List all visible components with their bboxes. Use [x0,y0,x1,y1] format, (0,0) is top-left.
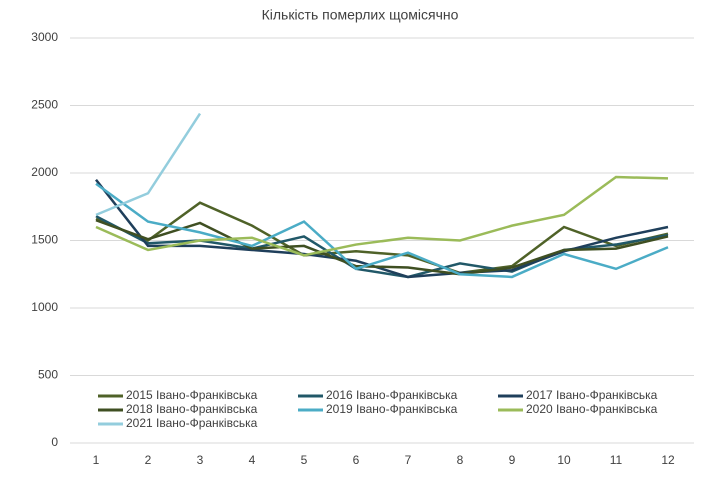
series-line [95,182,669,279]
y-tick-label: 1500 [31,233,58,247]
y-tick-label: 0 [51,435,58,449]
y-tick-label: 2500 [31,98,58,112]
legend-label: 2020 Івано-Франківська [526,402,658,416]
x-tick-label: 8 [457,453,464,467]
legend-label: 2017 Івано-Франківська [526,388,658,402]
x-tick-label: 9 [509,453,516,467]
chart-title: Кількість померлих щомісячно [262,7,459,23]
legend-label: 2018 Івано-Франківська [126,402,258,416]
x-tick-label: 4 [249,453,256,467]
series-line [95,175,669,257]
x-tick-label: 3 [197,453,204,467]
series-line [95,201,669,275]
legend-label: 2015 Івано-Франківська [126,388,258,402]
legend-label: 2021 Івано-Франківська [126,416,258,430]
y-tick-label: 1000 [31,300,58,314]
y-tick-label: 3000 [31,30,58,44]
legend-label: 2016 Івано-Франківська [326,388,458,402]
y-tick-label: 2000 [31,165,58,179]
x-tick-label: 2 [145,453,152,467]
x-tick-label: 12 [661,453,675,467]
x-tick-label: 11 [610,453,623,467]
series-line [95,112,202,217]
x-tick-label: 1 [93,453,100,467]
x-tick-label: 7 [405,453,412,467]
series-line [95,219,669,276]
y-tick-label: 500 [38,368,58,382]
x-tick-label: 10 [557,453,571,467]
x-tick-label: 5 [301,453,308,467]
x-tick-label: 6 [353,453,360,467]
legend-label: 2019 Івано-Франківська [326,402,458,416]
